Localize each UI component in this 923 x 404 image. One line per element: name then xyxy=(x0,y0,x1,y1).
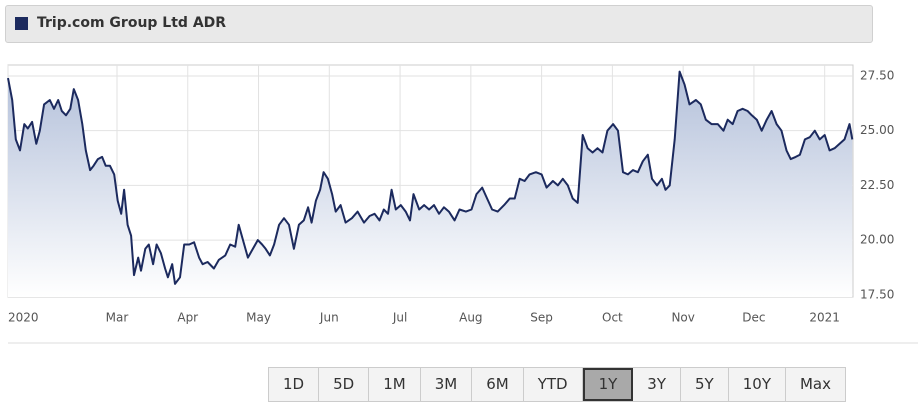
x-tick-label: Jun xyxy=(319,311,339,325)
y-tick-label: 20.00 xyxy=(860,233,894,247)
range-button[interactable]: Max xyxy=(799,375,831,393)
area-fill xyxy=(8,71,853,297)
x-tick-label: 2021 xyxy=(809,311,840,325)
x-tick-label: Apr xyxy=(177,311,198,325)
range-button[interactable]: 1M xyxy=(369,368,421,401)
y-tick-label: 17.50 xyxy=(860,287,894,301)
header: Trip.com Group Ltd ADR xyxy=(5,5,873,43)
x-tick-label: 2020 xyxy=(8,311,39,325)
x-tick-label: Sep xyxy=(530,311,553,325)
range-button[interactable]: 3Y xyxy=(633,368,682,401)
range-button[interactable]: 1Y xyxy=(582,368,634,401)
price-line xyxy=(7,70,854,285)
range-button[interactable]: 6M xyxy=(472,368,524,401)
range-button[interactable]: 3M xyxy=(421,368,473,401)
y-tick-label: 22.50 xyxy=(860,178,894,192)
x-tick-label: Aug xyxy=(459,311,482,325)
y-tick-label: 25.00 xyxy=(860,123,894,137)
range-button[interactable]: 5D xyxy=(319,368,370,401)
x-tick-label: Mar xyxy=(106,311,129,325)
range-button[interactable]: YTD xyxy=(524,368,583,401)
range-button[interactable]: 5Y xyxy=(681,368,729,401)
y-tick-label: 27.50 xyxy=(860,68,894,82)
x-tick-label: Jul xyxy=(392,311,407,325)
legend-swatch xyxy=(15,17,28,30)
range-button[interactable]: 10Y xyxy=(729,368,786,401)
x-tick-label: May xyxy=(246,311,271,325)
x-tick-label: Oct xyxy=(602,311,623,325)
range-buttons: 1D 5D 1M 3M 6M YTD 1Y 3Y 5Y 10Y Max xyxy=(268,367,846,402)
range-button[interactable]: 1D xyxy=(269,368,320,401)
chart-title: Trip.com Group Ltd ADR xyxy=(37,15,227,31)
x-tick-label: Nov xyxy=(671,311,694,325)
x-tick-label: Dec xyxy=(742,311,765,325)
